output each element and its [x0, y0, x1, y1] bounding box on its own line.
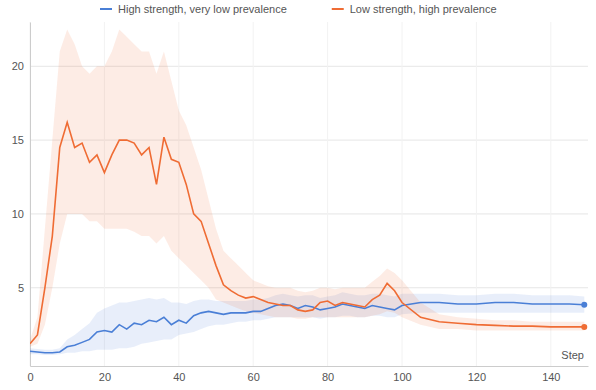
tick-label: 80 [322, 371, 334, 383]
tick: 20 [12, 60, 30, 72]
tick: 0 [27, 366, 33, 383]
series-line [30, 303, 584, 353]
tick-label: 20 [12, 60, 24, 72]
tick: 10 [12, 208, 30, 220]
legend-label: High strength, very low prevalence [118, 3, 287, 15]
tick: 20 [99, 366, 111, 383]
tick: 140 [542, 366, 560, 383]
legend-item: Low strength, high prevalence [332, 3, 497, 15]
tick-label: 0 [27, 371, 33, 383]
grid-line [30, 287, 588, 288]
tick-label: 60 [248, 371, 260, 383]
tick: 120 [468, 366, 486, 383]
tick: 80 [322, 366, 334, 383]
tick-label: 140 [542, 371, 560, 383]
legend-item: High strength, very low prevalence [100, 3, 287, 15]
range-band [30, 29, 584, 346]
legend-swatch [100, 8, 112, 10]
tick-label: 100 [393, 371, 411, 383]
grid-line [550, 22, 551, 366]
y-axis: 5 10 15 20 [12, 23, 31, 367]
axis-line [30, 23, 31, 367]
tick-label: 15 [12, 134, 24, 146]
tick: 15 [12, 134, 30, 146]
tick: 5 [18, 282, 30, 294]
legend: High strength, very low prevalence Low st… [100, 3, 497, 15]
axis-line [31, 366, 589, 367]
tick-label: 40 [173, 371, 185, 383]
x-axis: 0 20 40 60 80 100 120 140 [27, 366, 588, 383]
grid-line [476, 22, 477, 366]
tick-label: 120 [468, 371, 486, 383]
legend-swatch [332, 8, 344, 10]
plot-area [30, 29, 587, 355]
tick-label: 5 [18, 282, 24, 294]
tick-label: 20 [99, 371, 111, 383]
grid-line [30, 22, 31, 366]
grid [30, 22, 588, 366]
x-axis-title: Step [561, 349, 584, 361]
end-marker [581, 324, 587, 330]
tick-label: 10 [12, 208, 24, 220]
tick: 40 [173, 366, 185, 383]
tick: 60 [248, 366, 260, 383]
tick: 100 [393, 366, 411, 383]
chart: 0 20 40 60 80 100 120 140 5 10 15 20 Step High streng… [0, 0, 596, 390]
end-marker [581, 302, 587, 308]
series-line [30, 122, 584, 343]
legend-label: Low strength, high prevalence [350, 3, 497, 15]
